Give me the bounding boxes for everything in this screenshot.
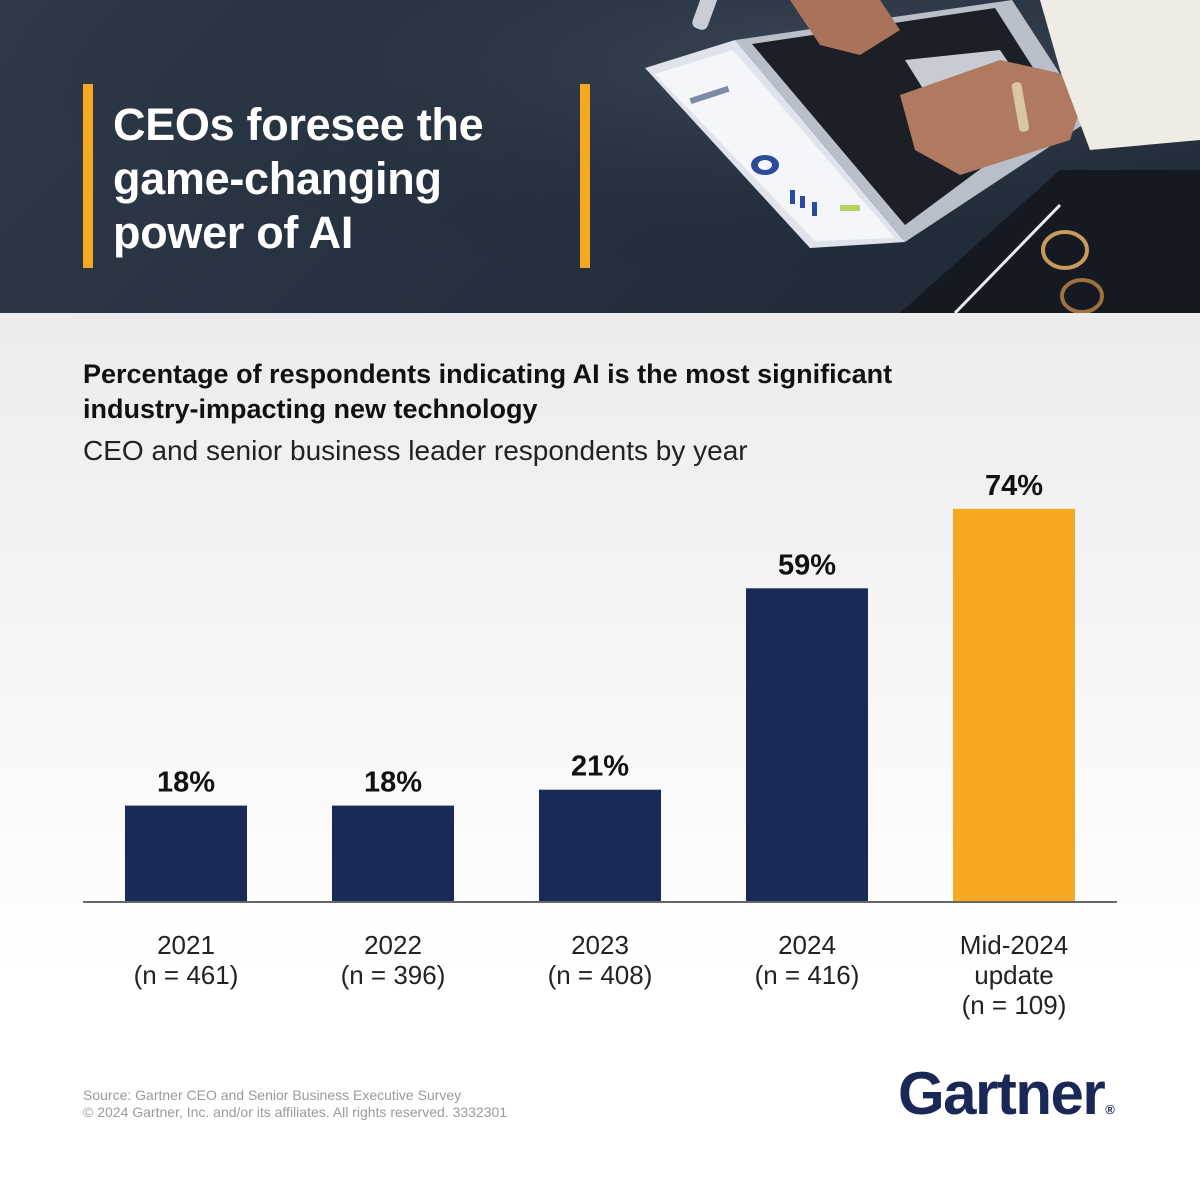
chart-title: Percentage of respondents indicating AI …: [83, 359, 893, 424]
chart-subtitle: CEO and senior business leader responden…: [83, 435, 748, 466]
bar-chart: 18%2021(n = 461)18%2022(n = 396)21%2023(…: [83, 470, 1117, 1020]
bar-value-label: 74%: [985, 470, 1043, 502]
bar-2: [539, 789, 661, 901]
bar-0: [125, 805, 247, 901]
bar-value-label: 59%: [778, 549, 836, 581]
category-label: 2024: [778, 930, 836, 960]
category-label: (n = 109): [962, 990, 1067, 1020]
category-label: update: [974, 960, 1054, 990]
category-label: (n = 408): [548, 960, 653, 990]
category-label: 2022: [364, 930, 422, 960]
category-label: (n = 396): [341, 960, 446, 990]
registered-mark: ®: [1105, 1102, 1115, 1117]
logo-wordmark: Gartner: [898, 1060, 1106, 1127]
hero-title: CEOs foresee the game-changing power of …: [113, 99, 484, 258]
bar-3: [746, 588, 868, 901]
category-label: 2021: [157, 930, 215, 960]
bar-1: [332, 805, 454, 901]
gartner-logo: Gartner®: [898, 1060, 1115, 1142]
source-note: Source: Gartner CEO and Senior Business …: [83, 1087, 462, 1103]
hero-banner: CEOs foresee the game-changing power of …: [0, 0, 1200, 313]
category-label: 2023: [571, 930, 629, 960]
copyright-note: © 2024 Gartner, Inc. and/or its affiliat…: [83, 1104, 508, 1120]
footnote: Source: Gartner CEO and Senior Business …: [83, 1087, 507, 1121]
bar-value-label: 21%: [571, 751, 629, 783]
category-label: Mid-2024: [960, 930, 1068, 960]
category-label: (n = 461): [134, 960, 239, 990]
bar-value-label: 18%: [364, 767, 422, 799]
category-label: (n = 416): [755, 960, 860, 990]
hero-title-block: CEOs foresee the game-changing power of …: [83, 84, 590, 268]
bar-4: [953, 508, 1075, 901]
accent-bar-left: [83, 84, 93, 268]
hero-photo-laptop-illustration: [0, 0, 1200, 313]
bar-value-label: 18%: [157, 767, 215, 799]
accent-bar-right: [580, 84, 590, 268]
